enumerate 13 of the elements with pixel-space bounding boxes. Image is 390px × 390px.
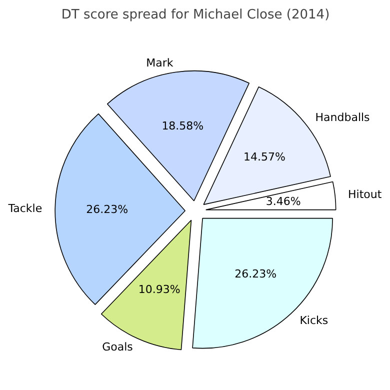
slice-label: Mark xyxy=(146,56,174,70)
data-label: 14.57% xyxy=(244,150,286,164)
slice-label: Goals xyxy=(102,340,134,354)
data-label: 26.23% xyxy=(86,202,128,216)
slice-label: Hitout xyxy=(348,188,382,202)
slice-label: Kicks xyxy=(300,314,328,327)
data-label: 18.58% xyxy=(162,119,204,132)
slice-label: Handballs xyxy=(315,111,370,124)
data-label: 26.23% xyxy=(234,268,277,281)
chart-title: DT score spread for Michael Close (2014) xyxy=(61,8,330,22)
data-label: 10.93% xyxy=(138,282,180,296)
slice-label: Tackle xyxy=(7,202,42,215)
data-label: 3.46% xyxy=(266,195,301,208)
